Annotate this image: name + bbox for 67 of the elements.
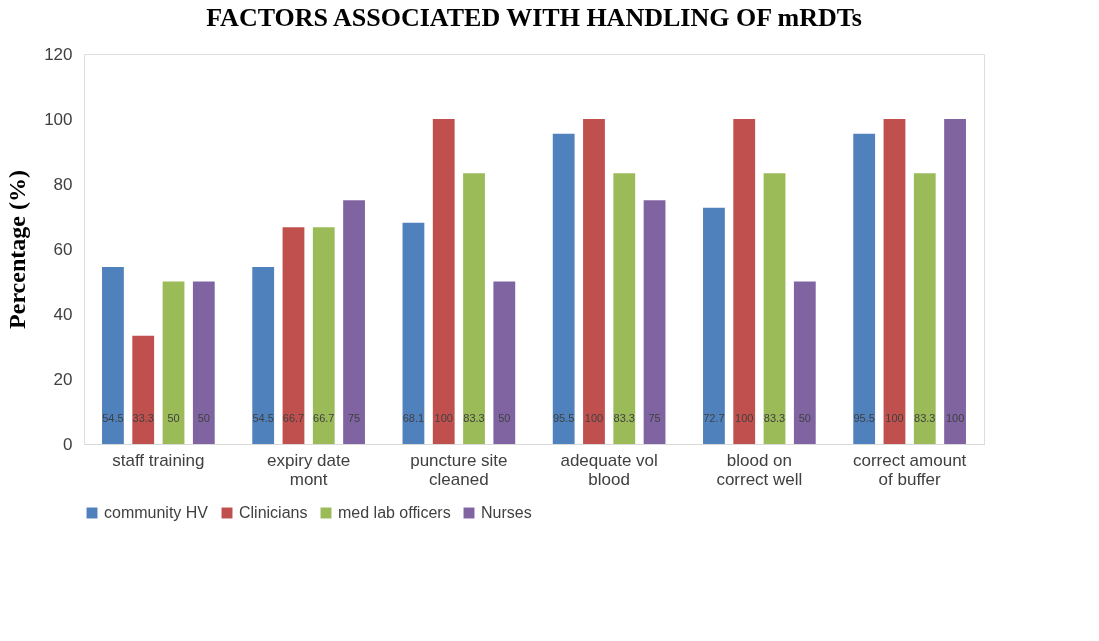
bar <box>343 200 365 444</box>
bar <box>463 173 485 444</box>
bar <box>132 335 155 444</box>
y-tick-label: 0 <box>63 434 73 454</box>
legend-label: community HV <box>104 504 209 521</box>
x-tick-label: puncture site cleaned <box>410 450 508 489</box>
data-label: 83.3 <box>463 412 485 424</box>
data-label: 50 <box>167 412 180 424</box>
bar <box>643 200 666 444</box>
x-tick-label: adequate vol blood <box>560 450 658 489</box>
bar <box>944 119 966 444</box>
y-tick-label: 120 <box>44 44 73 64</box>
data-label: 33.3 <box>132 412 154 424</box>
bar <box>402 222 425 444</box>
data-label: 83.3 <box>613 412 635 424</box>
bar <box>733 119 756 444</box>
data-label: 100 <box>885 412 904 424</box>
bar <box>162 281 185 444</box>
data-label: 95.5 <box>552 412 575 424</box>
data-label: 66.7 <box>282 412 305 424</box>
bar <box>583 119 605 444</box>
x-tick-label: staff training <box>112 450 205 470</box>
data-label: 75 <box>648 412 661 424</box>
y-tick-label: 60 <box>53 239 73 259</box>
data-label: 50 <box>798 412 811 424</box>
bar <box>613 173 636 444</box>
bar <box>282 227 305 444</box>
y-tick-label: 20 <box>53 369 73 389</box>
data-label: 83.3 <box>914 412 936 424</box>
data-label: 72.7 <box>703 412 725 424</box>
y-tick-label: 100 <box>44 109 73 129</box>
y-tick-label: 40 <box>53 304 73 324</box>
legend-label: Clinicians <box>239 504 308 521</box>
y-axis-title: Percentage (%) <box>4 170 31 329</box>
data-label: 50 <box>498 412 511 424</box>
data-label: 54.5 <box>252 412 274 424</box>
bar <box>793 281 816 444</box>
data-label: 100 <box>735 412 754 424</box>
bar <box>552 133 575 444</box>
data-label: 83.3 <box>763 412 786 424</box>
x-tick-label: expiry date mont <box>267 450 351 489</box>
data-label: 100 <box>434 412 453 424</box>
chart-title: FACTORS ASSOCIATED WITH HANDLING OF mRDTs <box>206 3 862 32</box>
bar <box>913 173 936 444</box>
x-tick-label: blood on correct well <box>716 450 803 489</box>
data-label: 54.5 <box>102 412 124 424</box>
bar <box>102 266 124 444</box>
bar <box>493 281 516 444</box>
data-label: 100 <box>584 412 604 424</box>
bar <box>432 119 455 444</box>
bar <box>312 227 335 444</box>
bar <box>703 207 725 444</box>
data-label: 66.7 <box>313 412 335 424</box>
data-label: 68.1 <box>402 412 425 424</box>
legend-label: Nurses <box>481 504 532 521</box>
legend-label: med lab officers <box>338 504 451 521</box>
x-tick-label: correct amount of buffer <box>852 450 967 489</box>
data-label: 95.5 <box>853 412 875 424</box>
y-tick-label: 80 <box>53 174 73 194</box>
data-label: 75 <box>347 412 361 424</box>
bar <box>763 173 786 444</box>
bar <box>853 133 876 444</box>
bar <box>883 119 906 444</box>
data-label: 50 <box>197 412 210 424</box>
bar <box>192 281 215 444</box>
data-label: 100 <box>945 412 965 424</box>
bar <box>252 266 275 444</box>
